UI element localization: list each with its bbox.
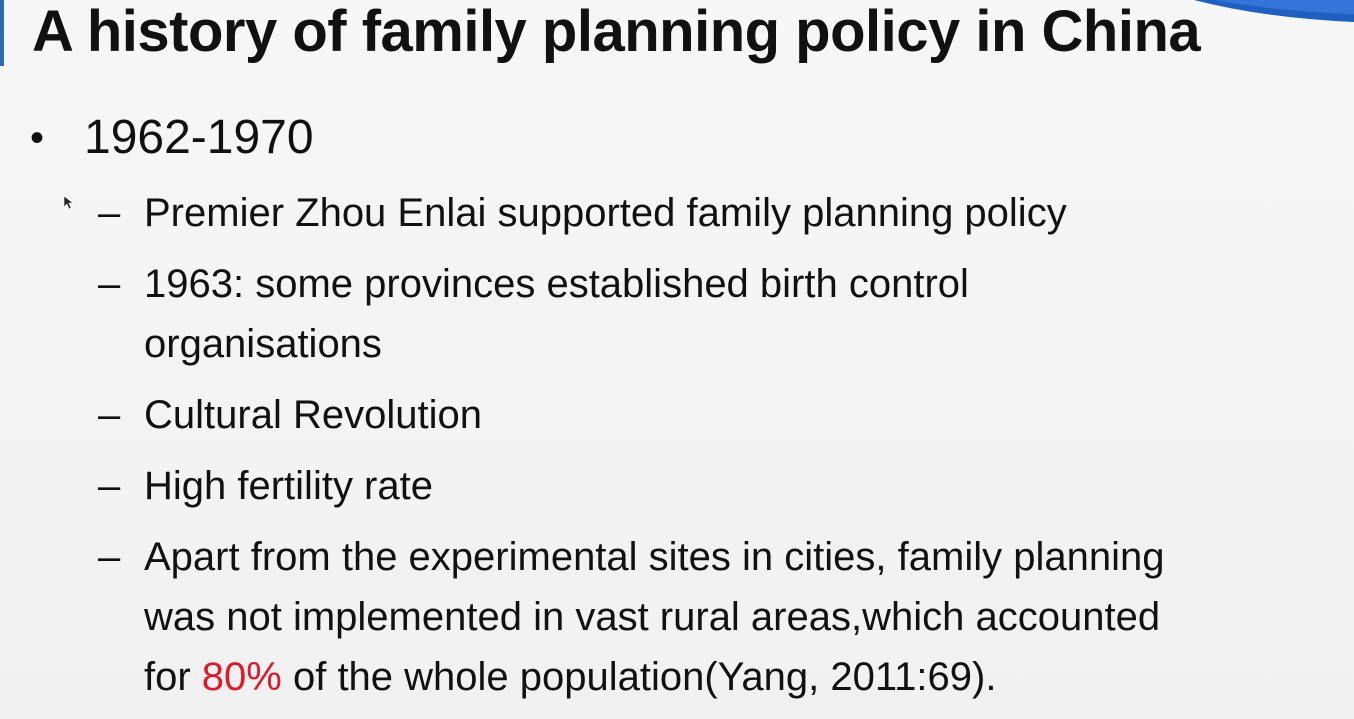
line-prefix: for [144, 655, 202, 699]
sub-bullet-text: High fertility rate [144, 464, 433, 508]
corner-swoosh-decoration [1194, 0, 1354, 22]
bullet-dot: • [30, 116, 45, 160]
sub-bullet-line: was not implemented in vast rural areas,… [144, 595, 1161, 639]
sub-bullet-1: – Premier Zhou Enlai supported family pl… [98, 183, 1338, 243]
sub-bullet-2: – 1963: some provinces established birth… [98, 254, 1338, 374]
sub-bullet-text: Premier Zhou Enlai supported family plan… [144, 191, 1067, 235]
dash-mark: – [98, 535, 121, 579]
dash-mark: – [98, 262, 121, 306]
highlight-percentage: 80% [201, 655, 282, 699]
sub-bullet-text: Cultural Revolution [144, 393, 482, 437]
mouse-cursor-icon [64, 196, 74, 210]
line-suffix: of the whole population(Yang, 2011:69). [281, 655, 997, 699]
dash-mark: – [98, 393, 121, 437]
dash-mark: – [98, 191, 121, 235]
dash-mark: – [98, 464, 121, 508]
bullet-level1: • 1962-1970 [30, 108, 314, 168]
sub-bullet-text: 1963: some provinces established birth c… [144, 254, 969, 374]
slide-title: A history of family planning policy in C… [32, 0, 1201, 64]
bullet-level1-text: 1962-1970 [84, 111, 314, 164]
sub-bullet-text: Apart from the experimental sites in cit… [144, 527, 1164, 707]
sub-bullet-5: – Apart from the experimental sites in c… [98, 527, 1338, 707]
sub-bullet-3: – Cultural Revolution [98, 385, 1338, 445]
sub-bullet-line: Apart from the experimental sites in cit… [144, 535, 1165, 579]
sub-bullet-4: – High fertility rate [98, 456, 1338, 516]
sub-bullet-line: organisations [144, 322, 382, 366]
sub-bullet-line: 1963: some provinces established birth c… [144, 262, 969, 306]
sub-bullet-line: for 80% of the whole population(Yang, 20… [144, 655, 996, 699]
slide-accent-bar [0, 0, 4, 66]
